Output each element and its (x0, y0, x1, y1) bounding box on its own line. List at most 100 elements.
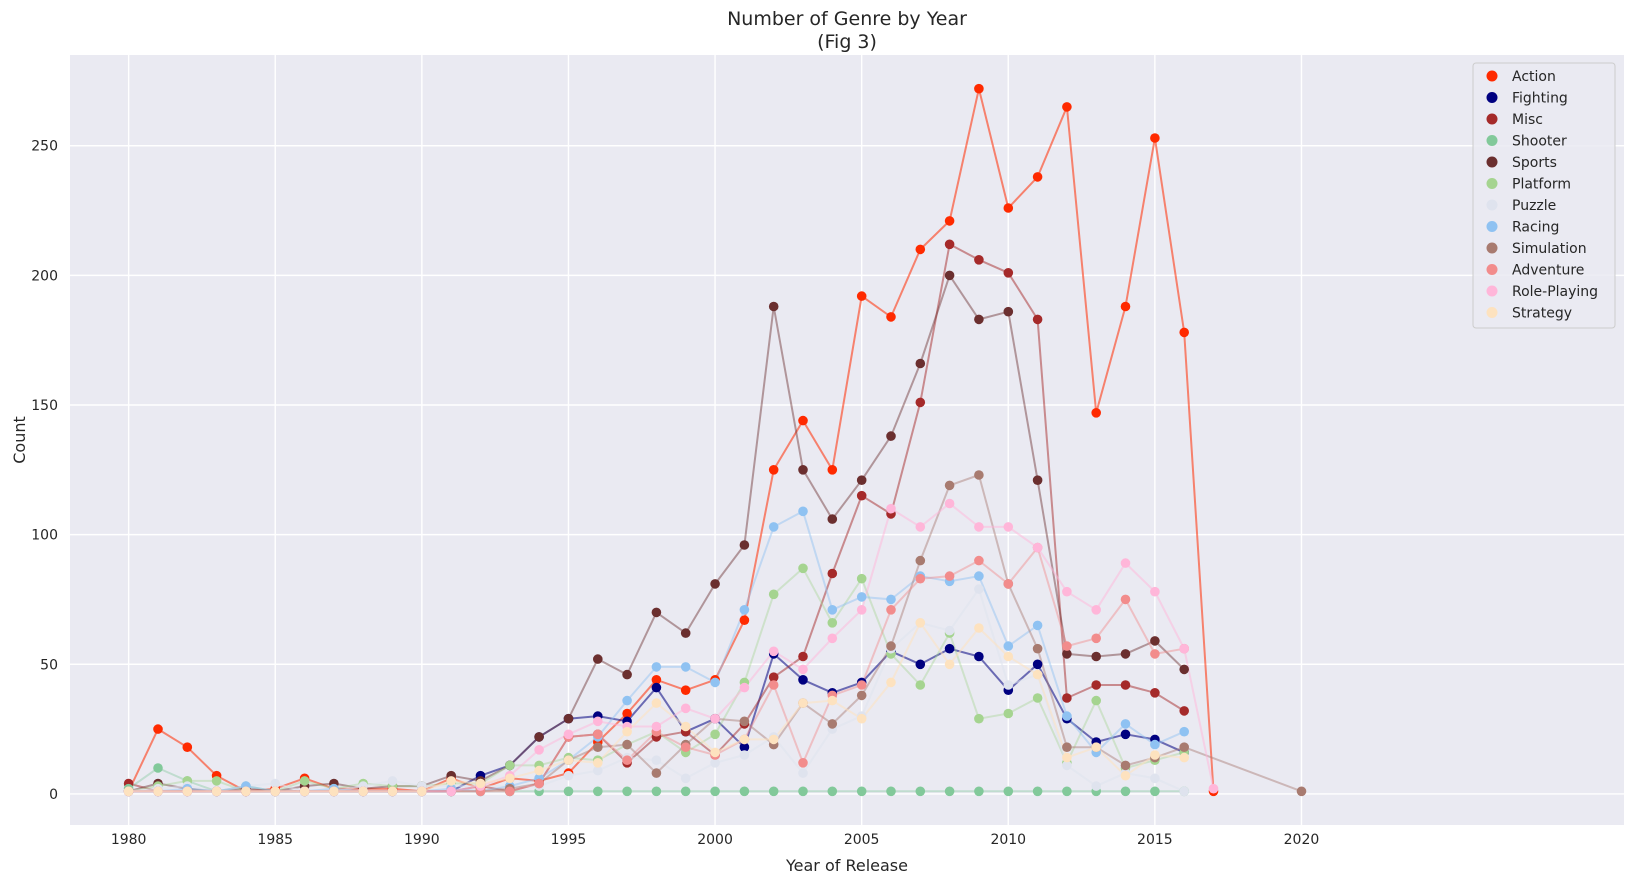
data-point (1120, 649, 1131, 659)
data-point (1179, 327, 1189, 338)
data-point (680, 786, 691, 797)
data-point (651, 675, 662, 685)
data-point (1003, 579, 1014, 589)
x-tick-label: 2010 (990, 832, 1026, 848)
data-point (827, 605, 838, 615)
data-point (739, 786, 750, 797)
data-point (680, 628, 691, 638)
data-point (211, 786, 222, 797)
data-point (680, 703, 691, 714)
data-point (680, 662, 691, 672)
data-point (417, 786, 427, 797)
legend-label: Strategy (1512, 306, 1572, 322)
data-point (1120, 770, 1131, 781)
data-point (739, 742, 750, 752)
data-point (944, 239, 955, 250)
data-point (1062, 586, 1072, 597)
data-point (798, 465, 808, 475)
data-point (710, 579, 720, 589)
data-point (1179, 643, 1189, 654)
data-point (563, 786, 574, 797)
data-point (856, 475, 867, 486)
data-point (1062, 760, 1072, 771)
data-point (739, 615, 750, 625)
data-point (798, 506, 808, 517)
x-tick-label: 1995 (551, 832, 587, 848)
data-point (1150, 773, 1160, 784)
data-point (563, 713, 574, 724)
data-point (768, 680, 779, 690)
data-point (915, 244, 926, 255)
data-point (856, 573, 867, 584)
data-point (1120, 680, 1131, 690)
data-point (827, 514, 838, 524)
data-point (622, 726, 632, 737)
series-points (123, 83, 1307, 797)
data-point (739, 540, 750, 550)
data-point (768, 589, 779, 600)
data-point (827, 618, 838, 628)
x-axis-label: Year of Release (785, 856, 908, 875)
data-point (768, 646, 779, 657)
data-point (915, 680, 926, 690)
data-point (505, 786, 515, 797)
x-tick-label: 2020 (1284, 832, 1320, 848)
legend-label: Platform (1512, 177, 1571, 193)
legend-marker (1486, 307, 1498, 318)
legend-frame (1472, 62, 1616, 329)
data-point (1150, 636, 1160, 646)
data-point (974, 254, 984, 265)
data-point (768, 786, 779, 797)
data-point (387, 786, 398, 797)
legend-label: Misc (1512, 112, 1543, 128)
data-point (856, 490, 867, 501)
data-point (1003, 651, 1014, 662)
data-point (1062, 641, 1072, 651)
data-point (680, 721, 691, 732)
data-point (856, 786, 867, 797)
data-point (1179, 706, 1189, 716)
data-point (710, 786, 720, 797)
data-point (944, 270, 955, 281)
data-point (798, 675, 808, 685)
data-point (475, 778, 486, 789)
data-point (1062, 742, 1072, 752)
data-point (153, 786, 163, 797)
data-point (856, 605, 867, 615)
data-point (1091, 408, 1101, 418)
legend-marker (1486, 178, 1498, 189)
data-point (739, 605, 750, 615)
data-point (1120, 760, 1131, 771)
data-point (915, 659, 926, 670)
data-point (827, 568, 838, 579)
data-point (446, 776, 457, 786)
data-point (153, 763, 163, 773)
data-point (798, 415, 808, 426)
data-point (798, 768, 808, 778)
data-point (827, 719, 838, 729)
data-point (651, 768, 662, 778)
x-tick-label: 2000 (697, 832, 733, 848)
data-point (856, 680, 867, 690)
data-point (856, 592, 867, 602)
data-point (622, 695, 632, 706)
data-point (915, 397, 926, 408)
data-point (1150, 133, 1160, 143)
data-point (915, 786, 926, 797)
data-point (358, 786, 369, 797)
x-tick-label: 2015 (1137, 832, 1173, 848)
data-point (710, 729, 720, 740)
legend-marker (1486, 285, 1498, 297)
data-point (1032, 659, 1043, 670)
data-point (563, 755, 574, 765)
legend-label: Fighting (1512, 91, 1568, 107)
data-point (856, 713, 867, 724)
data-point (1003, 522, 1014, 532)
data-point (915, 618, 926, 628)
legend-marker (1486, 199, 1498, 211)
data-point (827, 695, 838, 706)
data-point (622, 669, 632, 680)
data-point (1032, 172, 1043, 182)
data-point (739, 734, 750, 745)
